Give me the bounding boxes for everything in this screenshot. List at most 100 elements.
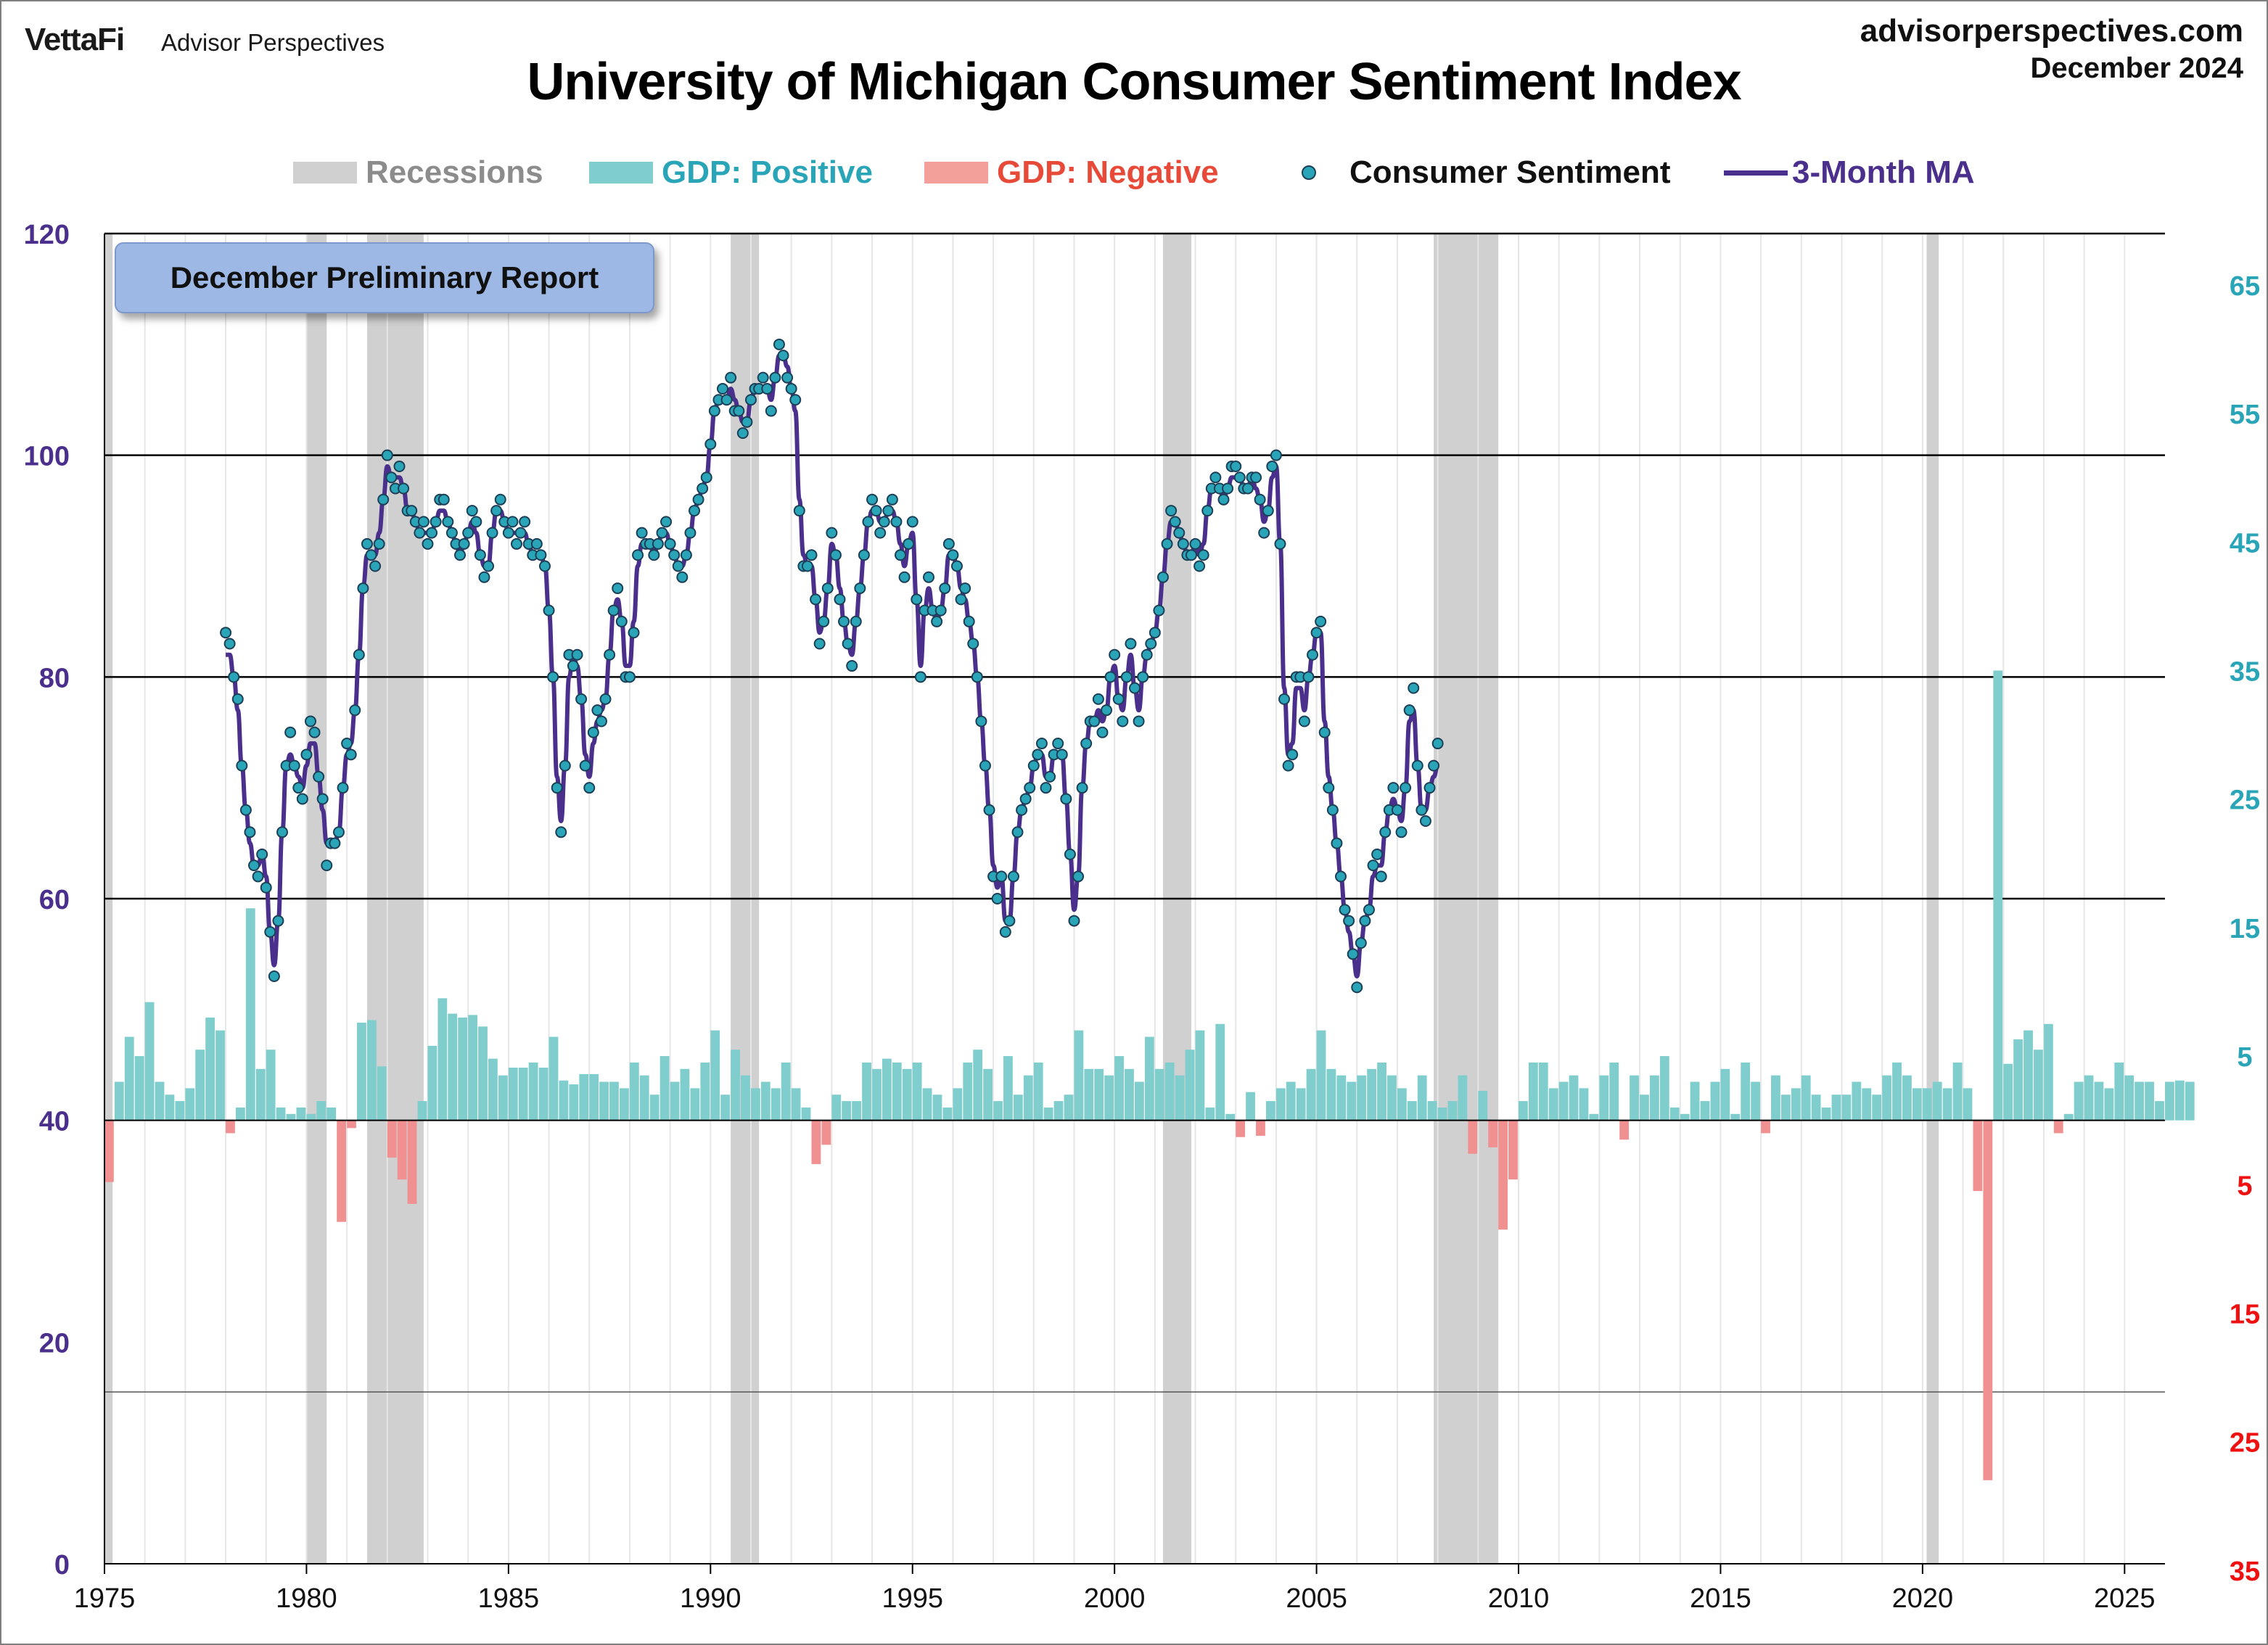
sentiment-point (454, 549, 467, 561)
sentiment-point (628, 627, 640, 639)
legend-gdp-negative: GDP: Negative (924, 154, 1219, 191)
gdp-bar-positive (2063, 1113, 2074, 1121)
sentiment-point (1201, 505, 1214, 517)
gdp-bar-negative (1468, 1120, 1478, 1154)
gdp-bar-positive (458, 1017, 468, 1121)
sentiment-point (1286, 749, 1299, 761)
gdp-bar-positive (205, 1017, 215, 1121)
gdp-bar-positive (620, 1088, 629, 1121)
gdp-bar-positive (1427, 1101, 1437, 1121)
sentiment-point (1371, 848, 1384, 860)
sentiment-point (1363, 904, 1375, 916)
y-right-tick-label: 35 (2230, 1557, 2260, 1587)
gdp-bar-positive (1852, 1081, 1862, 1121)
gdp-bar-positive (1630, 1075, 1639, 1121)
sentiment-point (733, 405, 745, 417)
gdp-bar-negative (1256, 1120, 1265, 1136)
gdp-bar-positive (1912, 1088, 1922, 1121)
y-right-tick-label: 25 (2230, 786, 2260, 816)
sentiment-point (506, 516, 519, 528)
sentiment-point (288, 759, 300, 772)
sentiment-point (1254, 493, 1266, 506)
y-right-tick-label: 15 (2230, 1299, 2260, 1329)
gdp-bar-positive (1720, 1068, 1730, 1121)
gdp-bar-positive (1114, 1056, 1124, 1121)
sentiment-point (567, 660, 579, 672)
sentiment-point (1185, 549, 1197, 561)
site-url[interactable]: advisorperspectives.com (1860, 13, 2243, 49)
gdp-bar-positive (1458, 1075, 1468, 1121)
sentiment-point (838, 615, 850, 627)
gdp-bar-positive (366, 1020, 377, 1121)
sentiment-point (308, 726, 321, 738)
gdp-bar-positive (185, 1088, 195, 1121)
gdp-bar-positive (1296, 1088, 1306, 1121)
gdp-bar-negative (1498, 1120, 1508, 1230)
sentiment-point (850, 615, 862, 627)
sentiment-point (519, 516, 531, 528)
sentiment-point (1101, 704, 1113, 717)
gdp-bar-positive (1801, 1075, 1811, 1121)
gdp-bar-positive (326, 1107, 337, 1121)
sentiment-point (547, 671, 559, 683)
gdp-bar-positive (296, 1107, 306, 1121)
gdp-bar-positive (700, 1062, 710, 1121)
sentiment-point (886, 493, 898, 506)
sentiment-point (1044, 770, 1056, 783)
sentiment-point (406, 505, 418, 517)
gdp-bar-positive (1528, 1062, 1538, 1121)
gdp-bar-positive (953, 1088, 963, 1121)
gdp-bar-positive (902, 1068, 912, 1121)
sentiment-point (1060, 793, 1072, 805)
sentiment-point (538, 560, 551, 572)
sentiment-point (1416, 804, 1428, 816)
sentiment-point (704, 438, 717, 450)
sentiment-point (313, 770, 325, 783)
gdp-bar-positive (1669, 1107, 1680, 1121)
sentiment-point (834, 593, 846, 606)
sentiment-point (983, 804, 995, 816)
sentiment-point (866, 493, 879, 506)
gdp-bar-positive (195, 1050, 205, 1121)
sentiment-point (276, 826, 289, 838)
sentiment-point (854, 582, 866, 595)
gdp-bar-positive (478, 1026, 488, 1121)
gdp-bar-positive (2023, 1030, 2033, 1121)
sentiment-point (551, 782, 563, 794)
gdp-bar-positive (1548, 1088, 1558, 1121)
gdp-bar-positive (1710, 1081, 1720, 1121)
sentiment-point (486, 527, 498, 539)
sentiment-point (810, 593, 822, 606)
gdp-bar-positive (1993, 670, 2003, 1121)
gdp-bar-positive (306, 1113, 316, 1121)
gdp-bar-positive (1205, 1107, 1215, 1121)
sentiment-point (595, 715, 607, 727)
gdp-bar-positive (134, 1056, 144, 1121)
gdp-bar-positive (1609, 1062, 1619, 1121)
y-right-tick-label: 25 (2230, 1428, 2260, 1459)
sentiment-point (377, 493, 390, 506)
gdp-bar-positive (2003, 1063, 2013, 1121)
gdp-bar-positive (1942, 1088, 1952, 1121)
gdp-bar-positive (1841, 1094, 1852, 1121)
legend-ma: 3-Month MA (1724, 154, 1975, 191)
sentiment-point (692, 493, 704, 506)
gdp-bar-positive (882, 1058, 892, 1121)
report-date: December 2024 (2030, 52, 2243, 84)
gdp-bars (104, 670, 2195, 1480)
sentiment-point (1035, 738, 1048, 750)
sentiment-point (975, 715, 987, 727)
gdp-bar-positive (1569, 1075, 1579, 1121)
gdp-bar-negative (397, 1120, 407, 1180)
gdp-bar-positive (1902, 1075, 1912, 1121)
gdp-bar-positive (518, 1068, 528, 1121)
sentiment-point (689, 505, 701, 517)
sentiment-point (697, 482, 709, 495)
gdp-bar-positive (579, 1073, 589, 1121)
sentiment-point (963, 615, 975, 627)
sentiment-point (821, 582, 834, 595)
gdp-bar-positive (741, 1075, 750, 1121)
sentiment-point (1129, 682, 1141, 694)
sentiment-point (950, 560, 963, 572)
